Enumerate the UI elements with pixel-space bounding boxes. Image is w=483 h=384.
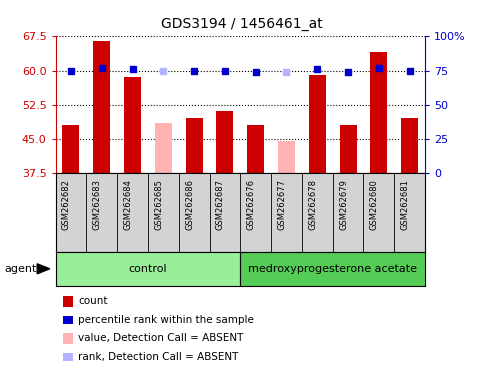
- Bar: [185, 118, 202, 173]
- Text: GSM262676: GSM262676: [247, 179, 256, 230]
- Text: GSM262684: GSM262684: [124, 179, 132, 230]
- Text: GSM262678: GSM262678: [308, 179, 317, 230]
- Text: GDS3194 / 1456461_at: GDS3194 / 1456461_at: [161, 17, 322, 31]
- Bar: [124, 78, 141, 173]
- Text: medroxyprogesterone acetate: medroxyprogesterone acetate: [248, 264, 417, 274]
- Text: GSM262683: GSM262683: [93, 179, 102, 230]
- Bar: [216, 111, 233, 173]
- Text: count: count: [78, 296, 108, 306]
- Bar: [93, 41, 110, 173]
- Bar: [370, 52, 387, 173]
- Text: GSM262679: GSM262679: [339, 179, 348, 230]
- Text: percentile rank within the sample: percentile rank within the sample: [78, 315, 254, 325]
- Bar: [278, 141, 295, 173]
- Text: rank, Detection Call = ABSENT: rank, Detection Call = ABSENT: [78, 352, 239, 362]
- Bar: [62, 125, 79, 173]
- Text: GSM262686: GSM262686: [185, 179, 194, 230]
- Bar: [401, 118, 418, 173]
- Text: agent: agent: [5, 264, 37, 274]
- Bar: [56, 252, 241, 286]
- Text: control: control: [128, 264, 167, 274]
- Polygon shape: [37, 264, 50, 274]
- Text: GSM262681: GSM262681: [400, 179, 410, 230]
- Text: GSM262682: GSM262682: [62, 179, 71, 230]
- Text: GSM262677: GSM262677: [277, 179, 286, 230]
- Text: GSM262680: GSM262680: [370, 179, 379, 230]
- Text: GSM262687: GSM262687: [216, 179, 225, 230]
- Bar: [309, 75, 326, 173]
- Bar: [247, 125, 264, 173]
- Bar: [340, 125, 356, 173]
- Text: GSM262685: GSM262685: [154, 179, 163, 230]
- Bar: [155, 123, 172, 173]
- Text: value, Detection Call = ABSENT: value, Detection Call = ABSENT: [78, 333, 243, 343]
- Bar: [240, 252, 425, 286]
